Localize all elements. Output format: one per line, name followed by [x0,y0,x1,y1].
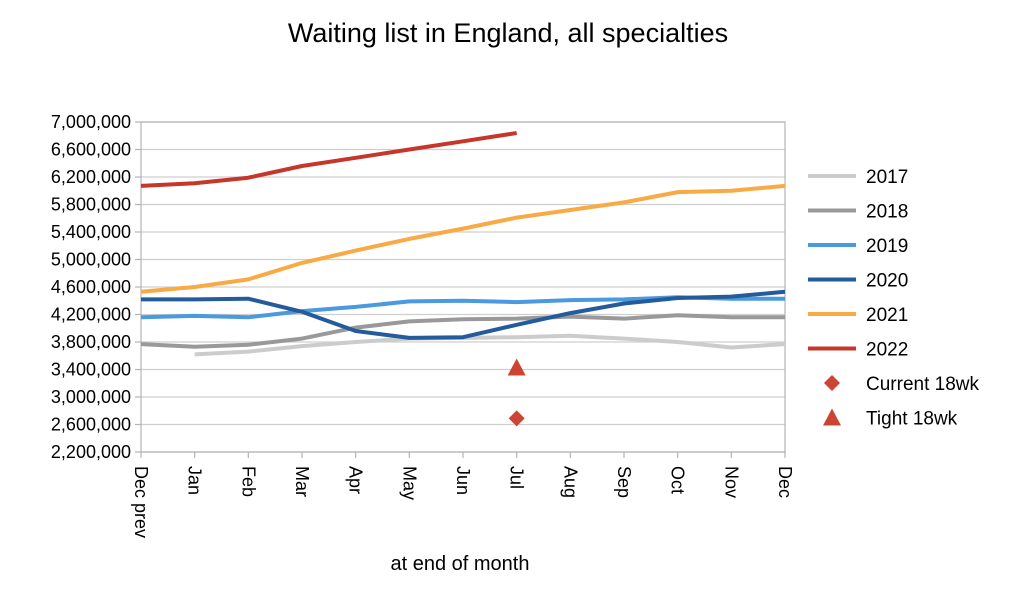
y-tick-label: 5,400,000 [51,222,131,242]
x-tick-label: Jun [453,466,473,495]
x-tick-label: Nov [721,466,741,498]
y-tick-label: 5,000,000 [51,250,131,270]
x-tick-label: Oct [668,466,688,494]
x-tick-label: Sep [614,466,634,498]
marker-layer [507,358,526,427]
legend: 2017 2018 2019 2020 2021 2022 Current 18wk Tigh… [808,167,979,430]
series-line-2020 [141,289,786,340]
y-tick-label: 2,200,000 [51,442,131,462]
legend-label: 2018 [866,202,908,223]
series-line-2022 [140,131,518,188]
y-tick-label: 6,600,000 [51,140,131,160]
series-line-2021 [140,183,786,294]
legend-swatch-triangle [823,408,841,426]
x-tick-label: May [399,466,419,500]
x-tick-label: Apr [346,466,366,494]
legend-label: Tight 18wk [866,409,958,430]
x-tick-label: Mar [292,466,312,497]
marker-diamond [508,410,525,427]
series-line-2018 [140,313,785,349]
x-tick-label: Dec prev [131,466,151,538]
legend-label: Current 18wk [866,374,979,395]
legend-swatch-diamond [824,375,840,391]
y-tick-label: 3,000,000 [51,387,131,407]
series-line-2017 [194,333,786,357]
y-tick-label: 2,600,000 [51,415,131,435]
grid-layer [135,121,786,458]
x-tick-label: Jul [507,466,527,489]
y-tick-label: 3,800,000 [51,332,131,352]
y-tick-label: 4,600,000 [51,277,131,297]
x-tick-label: Feb [238,466,258,497]
x-tick-label: Aug [560,466,580,498]
y-axis-tick-labels: 7,000,000 6,600,000 6,200,000 5,800,000 5,40… [51,112,131,462]
legend-label: 2019 [866,236,908,257]
marker-triangle [507,358,526,376]
y-tick-label: 6,200,000 [51,167,131,187]
x-axis-label: at end of month [391,553,530,575]
legend-label: 2022 [866,340,908,361]
plot-frame [140,121,786,453]
series-layer [140,131,786,357]
x-tick-label: Jan [185,466,205,495]
x-axis-tick-labels: Dec prev Jan Feb Mar Apr May Jun Jul Aug Sep Oct No… [131,466,795,538]
y-tick-label: 3,400,000 [51,360,131,380]
y-tick-label: 5,800,000 [51,195,131,215]
legend-label: 2020 [866,271,908,292]
y-tick-label: 7,000,000 [51,112,131,132]
x-tick-label: Dec [775,466,795,498]
y-tick-label: 4,200,000 [51,305,131,325]
chart-title: Waiting list in England, all specialties [288,18,728,48]
legend-label: 2021 [866,305,908,326]
legend-label: 2017 [866,167,908,188]
